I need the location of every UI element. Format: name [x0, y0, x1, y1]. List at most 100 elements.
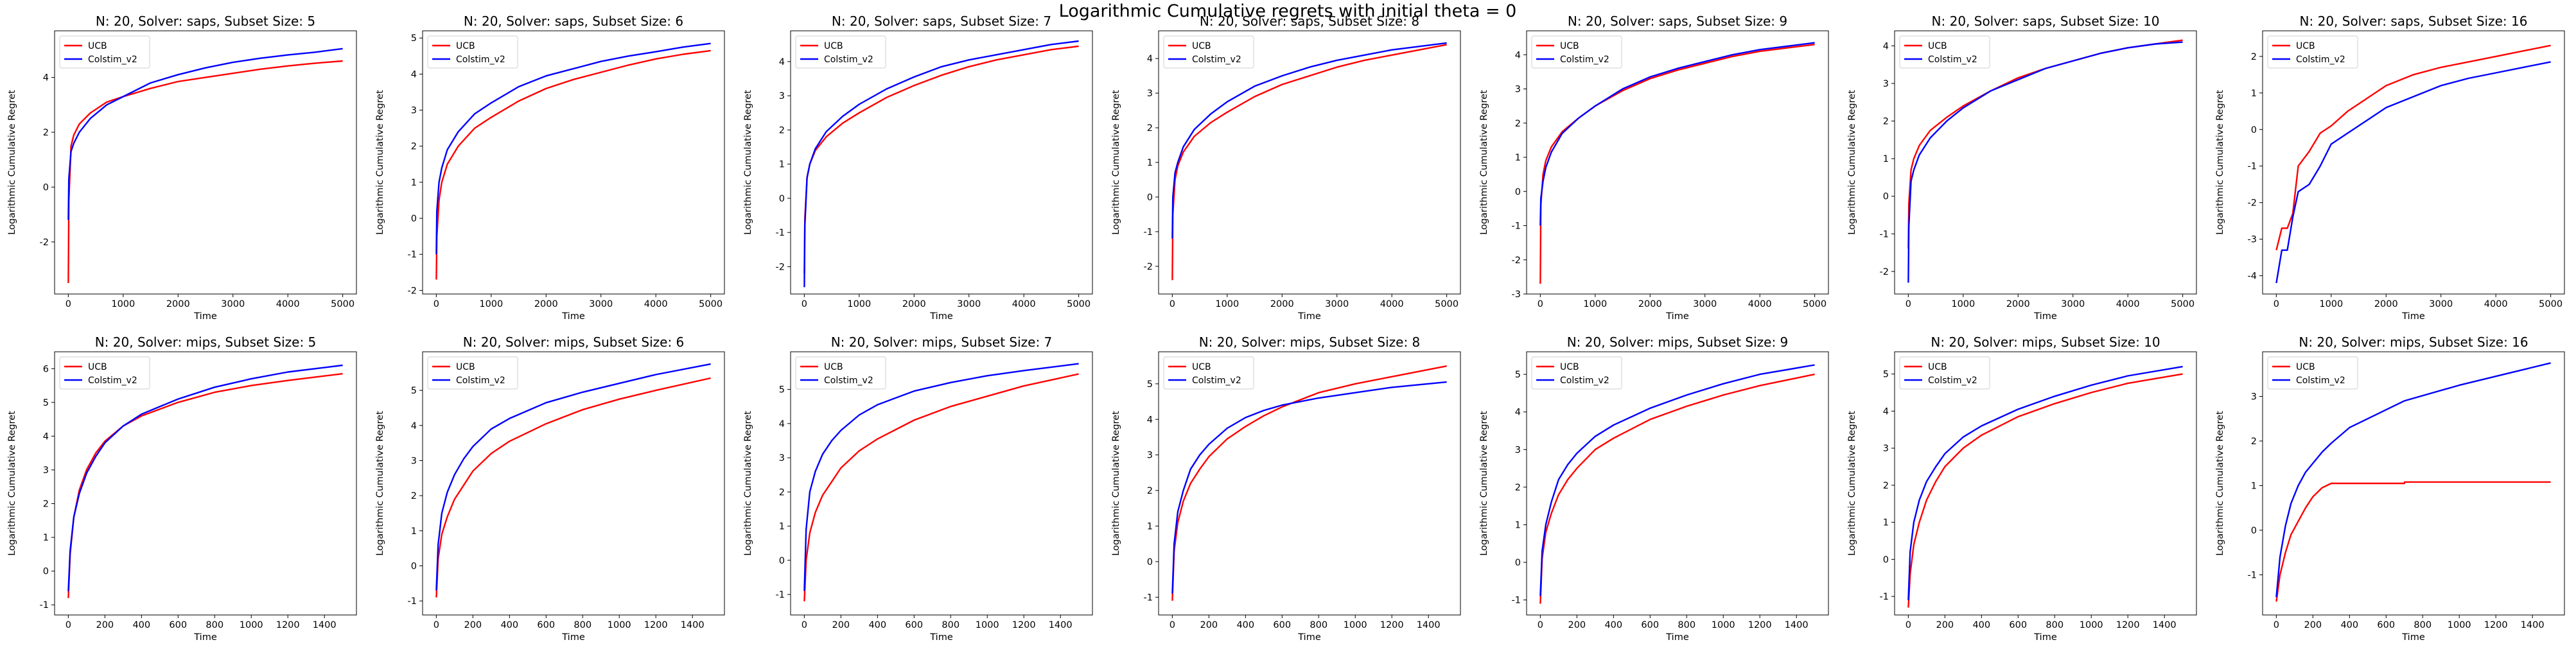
subplot: N: 20, Solver: saps, Subset Size: 8 0 1000…: [1111, 13, 1461, 322]
x-tick-label: 3000: [1693, 299, 1717, 309]
legend-label: UCB: [824, 41, 843, 51]
y-tick-label: -1: [408, 250, 417, 260]
y-tick-label: 0: [43, 182, 49, 193]
legend: UCB Colstim_v2: [1531, 35, 1622, 69]
plot-area: [1895, 352, 2196, 615]
y-tick-label: 5: [1883, 370, 1889, 380]
y-tick-label: 0: [2251, 526, 2257, 536]
y-tick-label: 4: [1515, 408, 1521, 418]
y-tick-label: 3: [1515, 445, 1521, 455]
x-tick-label: 200: [1936, 620, 1954, 630]
x-tick-label: 1200: [1748, 620, 1772, 630]
series-line-colstim-v2: [1539, 42, 1815, 226]
y-tick-label: -1: [1512, 221, 1521, 232]
series-line-ucb: [2275, 481, 2551, 602]
series-line-ucb: [435, 49, 711, 280]
plot-area: [1895, 31, 2196, 294]
x-tick-label: 5000: [1803, 299, 1827, 309]
x-tick-label: 1000: [1344, 620, 1367, 630]
x-tick-label: 400: [1236, 620, 1254, 630]
x-tick-label: 2000: [166, 299, 190, 309]
subplot-title: N: 20, Solver: mips, Subset Size: 9: [1567, 334, 1789, 350]
x-axis-label: Time: [1297, 311, 1321, 322]
subplot: N: 20, Solver: mips, Subset Size: 8 0 200 4…: [1111, 334, 1461, 643]
y-tick-label: 0: [1515, 187, 1521, 197]
legend: UCB Colstim_v2: [1531, 356, 1622, 390]
y-tick-label: 1: [1883, 518, 1889, 528]
axes-frame: [422, 351, 725, 616]
x-tick-label: 0: [1538, 620, 1543, 630]
subplot-title: N: 20, Solver: saps, Subset Size: 16: [2300, 13, 2528, 29]
y-tick-label: 2: [779, 125, 785, 135]
x-tick-label: 0: [66, 620, 71, 630]
y-tick-label: -2: [2248, 198, 2257, 209]
y-tick-label: 1: [779, 522, 785, 532]
y-tick-label: 2: [1515, 483, 1521, 493]
subplot-title: N: 20, Solver: mips, Subset Size: 16: [2299, 334, 2528, 350]
x-tick-label: 0: [802, 620, 807, 630]
legend-label: Colstim_v2: [88, 376, 137, 386]
series-line-ucb: [1171, 44, 1447, 281]
x-tick-label: 600: [2377, 620, 2395, 630]
x-tick-label: 1000: [2448, 620, 2471, 630]
series-line-colstim-v2: [1907, 41, 2183, 283]
legend: UCB Colstim_v2: [427, 356, 518, 390]
x-tick-label: 5000: [2539, 299, 2563, 309]
y-tick-label: 1: [2251, 89, 2257, 99]
y-tick-label: -1: [408, 596, 417, 607]
x-tick-label: 800: [2046, 620, 2063, 630]
y-tick-label: -1: [1144, 227, 1153, 238]
y-tick-label: 5: [779, 385, 785, 395]
axes-frame: [2262, 351, 2565, 616]
x-tick-label: 4000: [644, 299, 668, 309]
x-tick-label: 0: [1906, 620, 1911, 630]
y-tick-label: 5: [1515, 370, 1521, 380]
x-axis-label: Time: [2401, 632, 2425, 643]
y-tick-label: -3: [1512, 290, 1521, 300]
y-tick-label: 0: [411, 561, 417, 571]
legend-label: UCB: [1192, 41, 1211, 51]
y-axis-label: Logarithmic Cumulative Regret: [2215, 411, 2225, 556]
legend-box: [59, 35, 150, 69]
y-tick-label: 2: [411, 491, 417, 501]
legend: UCB Colstim_v2: [2267, 35, 2358, 69]
y-tick-label: 5: [411, 33, 417, 44]
x-tick-label: 3000: [957, 299, 981, 309]
axes-frame: [1894, 351, 2197, 616]
y-tick-label: -2: [776, 262, 785, 272]
x-tick-label: 400: [2340, 620, 2358, 630]
axes-frame: [54, 351, 357, 616]
x-axis-label: Time: [929, 311, 953, 322]
x-tick-label: 5000: [699, 299, 723, 309]
y-tick-label: 1: [1147, 521, 1153, 532]
x-tick-label: 800: [2414, 620, 2431, 630]
legend-label: UCB: [88, 41, 107, 51]
x-tick-label: 1400: [313, 620, 337, 630]
x-tick-label: 400: [132, 620, 150, 630]
y-tick-label: 3: [1515, 85, 1521, 95]
subplot-title: N: 20, Solver: saps, Subset Size: 7: [832, 13, 1051, 29]
x-tick-label: 800: [206, 620, 223, 630]
y-tick-label: 3: [1147, 451, 1153, 461]
x-tick-label: 1200: [1012, 620, 1036, 630]
legend-box: [1899, 35, 1990, 69]
y-tick-label: 2: [2251, 52, 2257, 62]
legend-label: UCB: [456, 41, 475, 51]
x-tick-label: 2000: [902, 299, 926, 309]
y-tick-label: -2: [1880, 267, 1889, 277]
x-tick-label: 1200: [644, 620, 668, 630]
y-tick-label: 2: [1147, 123, 1153, 134]
x-tick-label: 1000: [2319, 299, 2343, 309]
figure-title: Logarithmic Cumulative regrets with init…: [1059, 1, 1517, 21]
series-line-colstim-v2: [67, 364, 343, 592]
x-tick-label: 1400: [2153, 620, 2177, 630]
y-tick-label: 4: [411, 69, 417, 80]
x-tick-label: 0: [1170, 620, 1175, 630]
y-tick-label: -3: [2248, 235, 2257, 245]
y-tick-label: 0: [1147, 557, 1153, 567]
subplot-title: N: 20, Solver: saps, Subset Size: 9: [1568, 13, 1787, 29]
y-tick-label: 0: [1515, 558, 1521, 568]
x-tick-label: 1000: [111, 299, 135, 309]
y-tick-label: -1: [776, 228, 785, 238]
x-tick-label: 1000: [1583, 299, 1607, 309]
